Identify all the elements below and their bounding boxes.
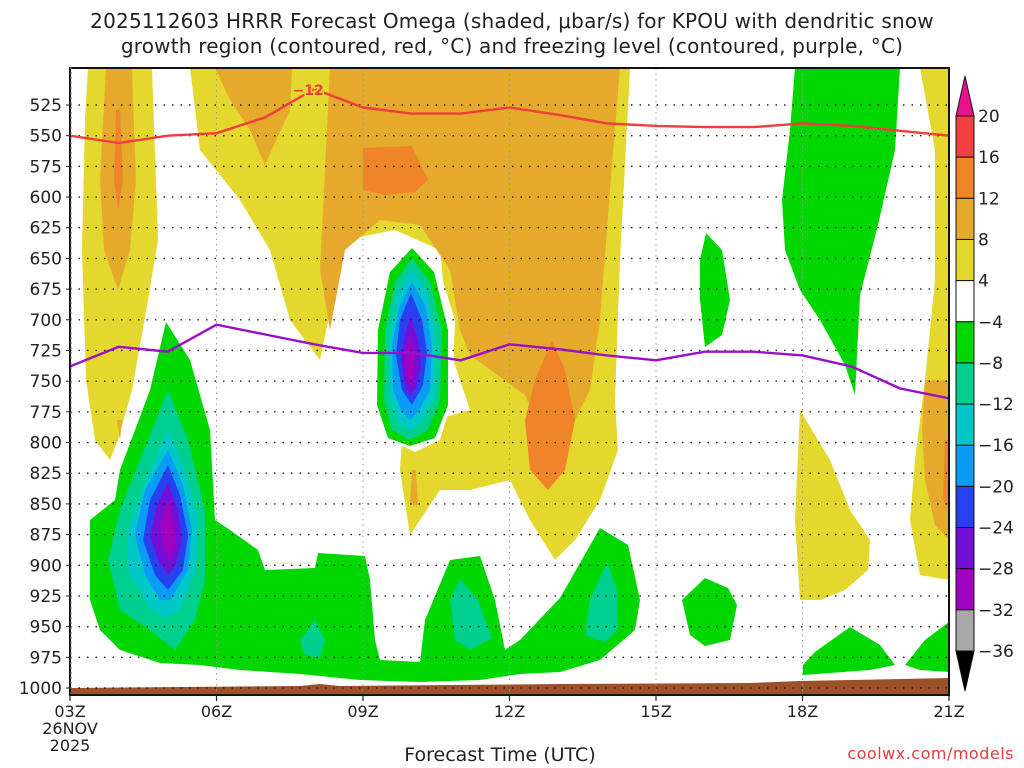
x-axis-label: Forecast Time (UTC) xyxy=(404,744,596,766)
credit-link[interactable]: coolwx.com/models xyxy=(847,744,1014,763)
colorbar-swatch xyxy=(955,485,975,529)
x-tick-label: 03Z xyxy=(54,702,85,721)
colorbar-tick-label: −12 xyxy=(978,395,1014,415)
colorbar-over-arrow xyxy=(955,75,975,117)
colorbar-tick-label: −8 xyxy=(978,354,1003,374)
colorbar-tick-label: 20 xyxy=(978,107,1000,127)
colorbar-swatch xyxy=(955,238,975,282)
y-tick-label: 550 xyxy=(30,127,62,147)
y-tick-label: 975 xyxy=(30,648,62,668)
omega-region-pos8 xyxy=(215,68,292,165)
x-tick-label: 09Z xyxy=(347,702,378,721)
colorbar-tick-label: −28 xyxy=(978,560,1014,580)
omega-region-pos12 xyxy=(943,440,949,510)
contour-lines: −12 xyxy=(70,82,949,400)
omega-region-neg4 xyxy=(700,233,730,347)
y-tick-label: 575 xyxy=(30,157,62,177)
date-label-day: 26NOV xyxy=(42,719,98,738)
omega-region-pos4 xyxy=(795,410,870,600)
omega-region-neg28 xyxy=(160,500,176,560)
omega-region-neg8 xyxy=(300,620,325,658)
colorbar-swatch xyxy=(955,156,975,199)
colorbar-swatch xyxy=(955,403,975,446)
y-tick-label: 825 xyxy=(30,464,62,484)
y-tick-label: 725 xyxy=(30,341,62,361)
x-tick-label: 12Z xyxy=(494,702,525,721)
omega-region-pos8 xyxy=(410,470,418,505)
x-tick-label: 21Z xyxy=(933,702,964,721)
omega-region-pos12 xyxy=(114,110,123,210)
colorbar-tick-label: −16 xyxy=(978,436,1014,456)
omega-region-neg4 xyxy=(905,622,949,672)
chart-title-line2: growth region (contoured, red, °C) and f… xyxy=(120,34,904,58)
colorbar-tick-label: −20 xyxy=(978,477,1014,497)
omega-region-pos12 xyxy=(525,340,575,490)
y-tick-label: 750 xyxy=(30,372,62,392)
omega-region-neg4 xyxy=(682,578,737,646)
colorbar-swatch xyxy=(955,321,975,364)
y-tick-label: 950 xyxy=(30,618,62,638)
date-label-year: 2025 xyxy=(49,736,91,755)
y-tick-label: 900 xyxy=(30,556,62,576)
colorbar-tick-label: 4 xyxy=(978,272,989,292)
x-axis: 03Z 06Z 09Z 12Z 15Z 18Z 21Z xyxy=(54,695,965,721)
colorbar: 20 16 12 8 4 −4 −8 −12 −16 −20 −24 −28 −32 −36 xyxy=(955,75,1014,692)
colorbar-swatch xyxy=(955,280,975,323)
x-tick-label: 06Z xyxy=(201,702,232,721)
omega-region-pos8 xyxy=(922,380,949,540)
freezing-level-line xyxy=(70,323,949,400)
y-tick-label: 525 xyxy=(30,96,62,116)
dgz-contour-label: −12 xyxy=(293,83,324,99)
colorbar-tick-label: 8 xyxy=(978,230,989,250)
omega-region-pos12 xyxy=(363,146,428,195)
y-tick-label: 875 xyxy=(30,526,62,546)
colorbar-swatch xyxy=(955,362,975,405)
colorbar-under-arrow xyxy=(955,650,975,692)
x-tick-label: 15Z xyxy=(640,702,671,721)
colorbar-tick-label: 12 xyxy=(978,189,1000,209)
colorbar-tick-label: −24 xyxy=(978,519,1014,539)
y-tick-label: 800 xyxy=(30,434,62,454)
colorbar-swatch xyxy=(955,444,975,487)
colorbar-tick-label: 16 xyxy=(978,148,1000,168)
y-axis: 525 550 575 600 625 650 675 700 725 750 775 800 825 8… xyxy=(19,67,72,699)
y-tick-label: 700 xyxy=(30,311,62,331)
ground-terrain xyxy=(70,678,949,695)
y-tick-label: 1000 xyxy=(19,679,62,699)
omega-region-neg8 xyxy=(450,579,492,650)
y-tick-label: 625 xyxy=(30,219,62,239)
omega-region-neg4 xyxy=(803,627,895,675)
x-tick-label: 18Z xyxy=(787,702,818,721)
colorbar-swatch xyxy=(955,115,975,158)
colorbar-tick-label: −32 xyxy=(978,601,1014,621)
colorbar-tick-label: −36 xyxy=(978,642,1014,662)
colorbar-tick-label: −4 xyxy=(978,313,1003,333)
y-tick-label: 925 xyxy=(30,587,62,607)
omega-region-neg8 xyxy=(585,562,618,642)
y-tick-label: 775 xyxy=(30,403,62,423)
y-tick-label: 850 xyxy=(30,495,62,515)
y-tick-label: 675 xyxy=(30,280,62,300)
omega-region-neg4 xyxy=(90,322,640,682)
y-tick-label: 600 xyxy=(30,188,62,208)
omega-region-pos8 xyxy=(117,420,122,440)
omega-region-neg28 xyxy=(405,335,415,385)
colorbar-swatch xyxy=(955,527,975,570)
colorbar-swatch xyxy=(955,197,975,240)
omega-region-neg4 xyxy=(782,68,900,395)
colorbar-swatch xyxy=(955,568,975,611)
colorbar-swatch xyxy=(955,609,975,652)
dgz-contour-line xyxy=(70,87,949,145)
grid-lines xyxy=(70,68,949,695)
chart-title-line1: 2025112603 HRRR Forecast Omega (shaded, … xyxy=(90,9,934,33)
y-tick-label: 650 xyxy=(30,249,62,269)
